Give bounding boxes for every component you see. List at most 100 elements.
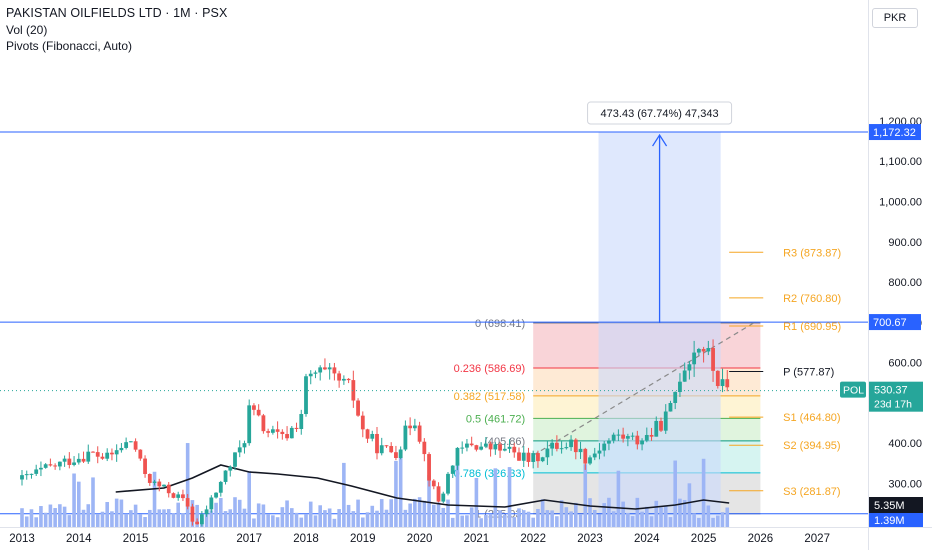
ticker-label: POL [843, 385, 864, 397]
x-tick-label: 2016 [180, 533, 206, 545]
candle-body [588, 457, 592, 464]
volume-bar [294, 512, 299, 527]
volume-bar [332, 518, 337, 527]
trend-line [532, 321, 756, 456]
candle-body [138, 449, 143, 459]
volume-bar [105, 501, 109, 527]
volume-bar [266, 513, 270, 527]
candle-body [512, 446, 517, 453]
volume-bar [365, 512, 370, 527]
candle-body [469, 443, 474, 446]
candle-body [663, 411, 668, 431]
candle-body [640, 440, 644, 445]
volume-bar [280, 507, 285, 527]
candle-body [687, 364, 692, 371]
volume-bar [43, 512, 48, 527]
volume-bar [361, 517, 365, 527]
candle-body [602, 443, 607, 451]
candle-body [72, 462, 76, 465]
volume-bar [389, 499, 393, 527]
last-price-label: 530.37 [874, 385, 908, 397]
volume-bar [181, 513, 185, 527]
volume-bar [607, 497, 611, 527]
volume-bar [219, 497, 223, 527]
candle-body [616, 434, 621, 436]
volume-bar [503, 515, 507, 527]
candle-body [105, 452, 110, 459]
volume-bar [129, 510, 133, 527]
volume-bar [564, 507, 569, 527]
volume-bar [441, 507, 446, 527]
candle-body [204, 509, 209, 515]
candle-body [436, 486, 441, 502]
volume-bar [313, 515, 318, 527]
volume-bar [588, 498, 592, 527]
volume-bar [602, 503, 606, 527]
volume-ma-line [115, 464, 730, 510]
volume-bar [536, 508, 540, 527]
candle-body [441, 493, 446, 502]
x-tick-label: 2023 [577, 533, 603, 545]
candle-body [550, 442, 555, 449]
candle-body [152, 481, 157, 483]
candle-body [332, 367, 337, 374]
volume-bar [592, 509, 597, 527]
volume-bar [498, 510, 502, 527]
pivot-label: R1 (690.95) [783, 321, 841, 333]
candle-body [607, 440, 611, 444]
pivot-label: S3 (281.87) [783, 486, 840, 498]
volume-bar [517, 508, 521, 527]
candle-body [597, 450, 602, 454]
volume-bar [275, 517, 280, 527]
candle-body [294, 427, 299, 430]
candle-body [654, 420, 659, 437]
volume-indicator-label[interactable]: Vol (20) [6, 23, 48, 37]
candle-body [659, 420, 663, 431]
candle-body [275, 429, 280, 432]
volume-bar [526, 511, 531, 527]
volume-bar [635, 497, 640, 527]
volume-bar [375, 510, 379, 527]
volume-bar [574, 502, 578, 527]
candle-body [157, 481, 162, 487]
volume-bar [242, 508, 247, 527]
candle-body [24, 474, 29, 476]
candle-body [119, 447, 124, 451]
candle-body [379, 445, 384, 454]
candle-body [266, 431, 271, 433]
candle-body [446, 473, 450, 494]
volume-bar [446, 499, 450, 527]
candle-body [346, 378, 351, 381]
currency-button[interactable]: PKR [872, 8, 918, 28]
price-tag [869, 124, 921, 141]
volume-tag-label: 1.39M [874, 515, 905, 527]
volume-bar [640, 511, 644, 527]
candle-body [474, 445, 479, 450]
candle-body [256, 409, 261, 416]
volume-bar [663, 505, 668, 527]
candle-body [578, 448, 583, 453]
candle-body [214, 492, 218, 498]
volume-bar [398, 453, 403, 527]
volume-bar [72, 473, 76, 527]
volume-bar [327, 508, 332, 527]
pivot-label: R2 (760.80) [783, 293, 841, 305]
volume-bar [403, 509, 408, 527]
candle-body [147, 474, 152, 483]
candle-body [110, 452, 114, 455]
candle-body [308, 373, 313, 377]
candle-body [564, 447, 569, 449]
candle-body [536, 453, 540, 462]
pivot-label: S2 (394.95) [783, 440, 840, 452]
candles [20, 339, 730, 527]
candle-body [171, 493, 176, 498]
x-tick-label: 2014 [66, 533, 92, 545]
volume-bar [678, 498, 682, 527]
candle-body [375, 433, 379, 454]
volume-bar [48, 504, 53, 527]
candle-body [427, 454, 431, 481]
pivots-indicator-label[interactable]: Pivots (Fibonacci, Auto) [6, 39, 133, 53]
volume-ma-tag-label: 5.35M [874, 500, 905, 512]
volume-bar [356, 499, 360, 527]
